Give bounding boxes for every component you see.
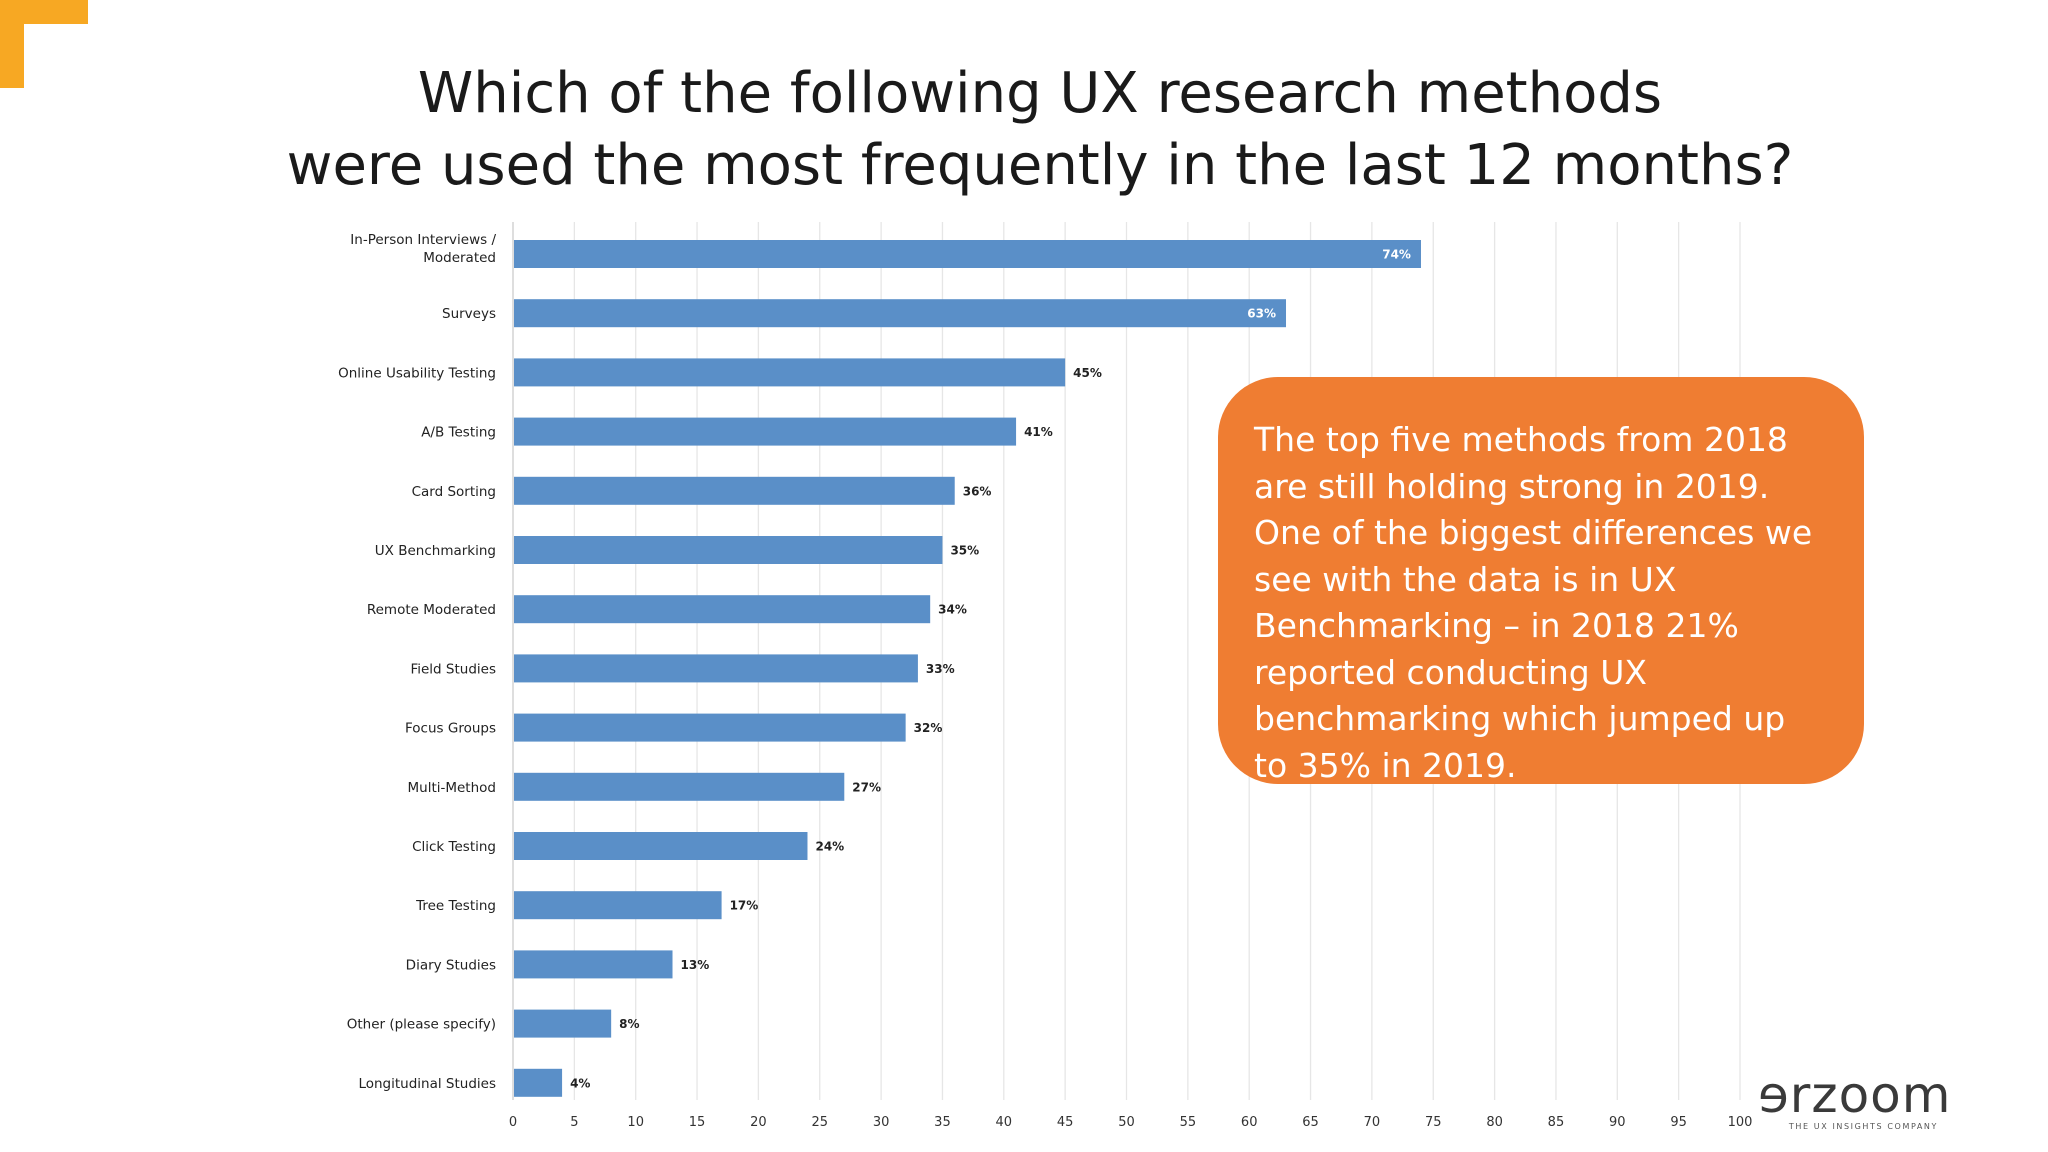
data-label: 27% bbox=[852, 780, 881, 794]
x-tick-label: 65 bbox=[1302, 1115, 1319, 1130]
category-label-line: In-Person Interviews / bbox=[350, 232, 496, 248]
category-label: Multi-Method bbox=[407, 780, 496, 796]
category-label: A/B Testing bbox=[421, 425, 496, 441]
x-tick-label: 35 bbox=[934, 1115, 951, 1130]
data-label: 74% bbox=[1382, 248, 1411, 262]
data-label: 8% bbox=[619, 1017, 639, 1031]
x-tick-label: 30 bbox=[873, 1115, 890, 1130]
bar bbox=[514, 1009, 612, 1038]
data-label: 13% bbox=[681, 958, 710, 972]
x-tick-label: 20 bbox=[750, 1115, 767, 1130]
category-label: Diary Studies bbox=[406, 957, 496, 973]
x-tick-label: 80 bbox=[1486, 1115, 1503, 1130]
x-tick-label: 60 bbox=[1241, 1115, 1258, 1130]
x-tick-label: 90 bbox=[1609, 1115, 1626, 1130]
category-label: UX Benchmarking bbox=[375, 543, 496, 559]
category-label: Other (please specify) bbox=[347, 1017, 496, 1033]
x-tick-label: 25 bbox=[811, 1115, 828, 1130]
category-label: In-Person Interviews / Moderated bbox=[350, 232, 496, 266]
slide-title-line-2: were used the most frequently in the las… bbox=[286, 133, 1794, 198]
category-label: Tree Testing bbox=[415, 898, 496, 914]
corner-accent-shape bbox=[0, 0, 88, 88]
x-tick-label: 85 bbox=[1548, 1115, 1565, 1130]
bar bbox=[514, 240, 1421, 268]
category-label-line: Moderated bbox=[423, 250, 496, 266]
x-tick-label: 40 bbox=[996, 1115, 1013, 1130]
x-tick-label: 100 bbox=[1728, 1115, 1753, 1130]
x-tick-label: 0 bbox=[509, 1115, 517, 1130]
data-label: 36% bbox=[963, 484, 992, 498]
bar bbox=[514, 654, 918, 683]
x-tick-label: 10 bbox=[627, 1115, 644, 1130]
bar bbox=[514, 417, 1017, 446]
data-label: 34% bbox=[938, 603, 967, 617]
data-label: 41% bbox=[1024, 425, 1053, 439]
bar bbox=[514, 595, 931, 624]
logo-wordmark: ɘrzoom bbox=[1758, 1066, 1952, 1124]
category-label: Longitudinal Studies bbox=[358, 1076, 496, 1092]
bar bbox=[514, 950, 673, 979]
slide-title: Which of the following UX research metho… bbox=[240, 58, 1840, 202]
data-label: 24% bbox=[815, 840, 844, 854]
logo-tagline: THE UX INSIGHTS COMPANY bbox=[1788, 1122, 1938, 1131]
bar bbox=[514, 832, 808, 860]
x-tick-label: 70 bbox=[1364, 1115, 1381, 1130]
x-tick-label: 15 bbox=[689, 1115, 706, 1130]
category-label: Click Testing bbox=[412, 839, 496, 855]
data-label: 32% bbox=[914, 721, 943, 735]
bar bbox=[514, 891, 722, 920]
bar bbox=[514, 476, 955, 505]
x-tick-label: 55 bbox=[1180, 1115, 1197, 1130]
data-label: 63% bbox=[1247, 307, 1276, 321]
category-label: Focus Groups bbox=[405, 721, 496, 737]
bar bbox=[514, 772, 845, 801]
x-tick-label: 95 bbox=[1670, 1115, 1687, 1130]
company-logo: ɘrzoom THE UX INSIGHTS COMPANY bbox=[1758, 1066, 1952, 1131]
data-label: 33% bbox=[926, 662, 955, 676]
x-tick-label: 5 bbox=[570, 1115, 578, 1130]
data-label: 4% bbox=[570, 1076, 590, 1090]
data-label: 35% bbox=[950, 544, 979, 558]
callout-text: The top five methods from 2018 are still… bbox=[1254, 420, 1813, 785]
category-label: Field Studies bbox=[410, 661, 496, 677]
x-tick-label: 45 bbox=[1057, 1115, 1074, 1130]
insight-callout: The top five methods from 2018 are still… bbox=[1218, 377, 1864, 785]
bar bbox=[514, 1068, 563, 1097]
corner-accent-mark bbox=[0, 0, 88, 88]
x-tick-label: 50 bbox=[1118, 1115, 1135, 1130]
category-label: Card Sorting bbox=[412, 484, 496, 500]
bar bbox=[514, 299, 1287, 328]
category-label: Online Usability Testing bbox=[338, 365, 496, 381]
bar bbox=[514, 536, 943, 564]
category-label: Remote Moderated bbox=[367, 602, 496, 618]
x-tick-label: 75 bbox=[1425, 1115, 1442, 1130]
slide-title-line-1: Which of the following UX research metho… bbox=[417, 61, 1663, 126]
bar bbox=[514, 713, 906, 742]
data-label: 17% bbox=[730, 899, 759, 913]
category-label: Surveys bbox=[442, 306, 496, 322]
data-label: 45% bbox=[1073, 366, 1102, 380]
bar bbox=[514, 358, 1066, 387]
